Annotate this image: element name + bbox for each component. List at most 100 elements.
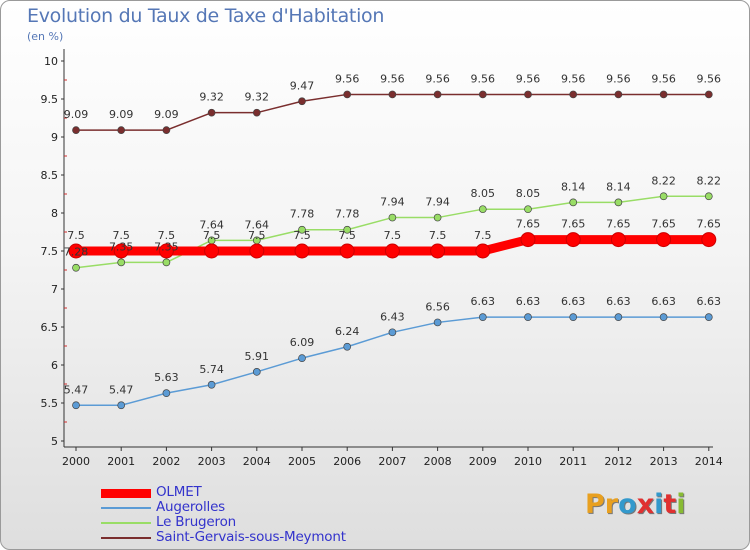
data-point bbox=[117, 401, 126, 410]
data-point bbox=[478, 313, 487, 321]
data-point bbox=[343, 225, 352, 234]
data-point bbox=[478, 90, 487, 99]
data-label: 6.56 bbox=[425, 300, 450, 313]
data-point bbox=[388, 213, 397, 222]
data-label: 8.05 bbox=[516, 187, 541, 200]
logo-letter: i bbox=[676, 489, 686, 520]
chart-subtitle: (en %) bbox=[27, 30, 64, 43]
y-tick-label: 7.5 bbox=[41, 245, 59, 258]
y-tick-label: 5.5 bbox=[41, 397, 59, 410]
legend-label: OLMET bbox=[156, 484, 202, 500]
data-label: 8.14 bbox=[561, 180, 586, 193]
data-label: 9.32 bbox=[245, 91, 270, 104]
chart-title: Evolution du Taux de Taxe d'Habitation bbox=[27, 5, 385, 27]
data-point bbox=[520, 232, 536, 248]
data-point bbox=[113, 243, 129, 259]
data-point bbox=[569, 313, 578, 321]
x-tick-label: 2010 bbox=[514, 455, 542, 468]
data-point bbox=[614, 198, 623, 207]
data-label: 7.5 bbox=[474, 229, 492, 242]
y-tick-label: 9 bbox=[51, 131, 58, 144]
data-label: 9.56 bbox=[425, 72, 450, 85]
y-tick-label: 5 bbox=[51, 435, 58, 448]
legend-swatch bbox=[101, 507, 151, 509]
logo-letter: i bbox=[654, 489, 664, 520]
data-label: 8.05 bbox=[471, 187, 496, 200]
data-point bbox=[298, 97, 306, 106]
data-label: 9.09 bbox=[154, 108, 179, 121]
data-label: 6.24 bbox=[335, 325, 360, 338]
data-label: 7.65 bbox=[697, 218, 722, 231]
data-label: 6.63 bbox=[651, 295, 676, 308]
data-label: 7.94 bbox=[380, 196, 405, 209]
x-tick-label: 2013 bbox=[650, 455, 678, 468]
x-tick-label: 2003 bbox=[198, 455, 226, 468]
data-point bbox=[158, 243, 174, 259]
data-label: 7.5 bbox=[248, 229, 266, 242]
data-point bbox=[478, 205, 487, 214]
data-point bbox=[252, 367, 261, 376]
data-label: 6.63 bbox=[697, 295, 722, 308]
x-tick-label: 2002 bbox=[152, 455, 180, 468]
line-chart: 5 5.5 6 6.5 7 7.5 8 8.5 9 9.5 10 2000 2001 2002 2003 20… bbox=[41, 49, 723, 468]
data-point bbox=[475, 243, 491, 259]
data-point bbox=[72, 126, 80, 135]
x-tick-label: 2014 bbox=[695, 455, 723, 468]
data-label: 7.65 bbox=[516, 218, 541, 231]
data-label: 7.35 bbox=[154, 240, 179, 253]
data-point bbox=[298, 354, 306, 363]
legend-item: Le Brugeron bbox=[101, 514, 401, 530]
data-label: 7.35 bbox=[109, 240, 134, 253]
data-point bbox=[704, 192, 713, 201]
data-point bbox=[207, 380, 216, 389]
data-point bbox=[343, 342, 352, 351]
data-label: 7.5 bbox=[158, 229, 176, 242]
data-label: 9.56 bbox=[606, 72, 631, 85]
data-label: 8.22 bbox=[697, 174, 722, 187]
legend-label: Augerolles bbox=[156, 499, 226, 515]
data-point bbox=[569, 90, 578, 99]
logo-letter: o bbox=[618, 489, 637, 520]
data-point bbox=[117, 258, 126, 267]
data-point bbox=[659, 313, 668, 321]
data-point bbox=[162, 258, 171, 267]
x-tick-label: 2009 bbox=[469, 455, 497, 468]
data-point bbox=[524, 313, 532, 321]
logo-letter: t bbox=[663, 489, 677, 520]
data-label: 9.56 bbox=[516, 72, 541, 85]
data-label: 5.63 bbox=[154, 371, 179, 384]
data-label: 8.22 bbox=[651, 174, 676, 187]
data-point bbox=[384, 243, 400, 259]
y-tick-label: 10 bbox=[44, 55, 58, 68]
data-point bbox=[68, 243, 84, 259]
data-label: 7.64 bbox=[245, 218, 270, 231]
data-point bbox=[524, 205, 532, 214]
data-point bbox=[433, 90, 442, 99]
x-tick-label: 2012 bbox=[604, 455, 632, 468]
legend-label: Le Brugeron bbox=[156, 514, 236, 530]
data-label: 6.63 bbox=[516, 295, 541, 308]
data-label: 7.78 bbox=[290, 208, 315, 221]
logo-letter: P bbox=[585, 489, 605, 520]
data-label: 7.5 bbox=[67, 229, 85, 242]
data-point bbox=[207, 108, 216, 117]
data-point bbox=[162, 389, 171, 397]
data-label: 7.94 bbox=[425, 196, 450, 209]
legend-swatch bbox=[101, 488, 151, 498]
y-tick-label: 9.5 bbox=[41, 93, 59, 106]
data-point bbox=[659, 192, 668, 201]
y-tick-label: 6 bbox=[51, 359, 58, 372]
data-point bbox=[659, 90, 668, 99]
data-point bbox=[388, 328, 397, 337]
data-point bbox=[701, 232, 717, 248]
data-label: 7.5 bbox=[112, 229, 130, 242]
data-label: 6.63 bbox=[471, 295, 496, 308]
proxiti-logo: Proxiti bbox=[585, 489, 686, 520]
x-tick-label: 2011 bbox=[559, 455, 587, 468]
x-tick-label: 2000 bbox=[62, 455, 90, 468]
data-point bbox=[162, 126, 171, 135]
data-label: 7.65 bbox=[606, 218, 631, 231]
data-point bbox=[565, 232, 581, 248]
legend-item: Augerolles bbox=[101, 499, 401, 515]
data-label: 7.5 bbox=[429, 229, 447, 242]
